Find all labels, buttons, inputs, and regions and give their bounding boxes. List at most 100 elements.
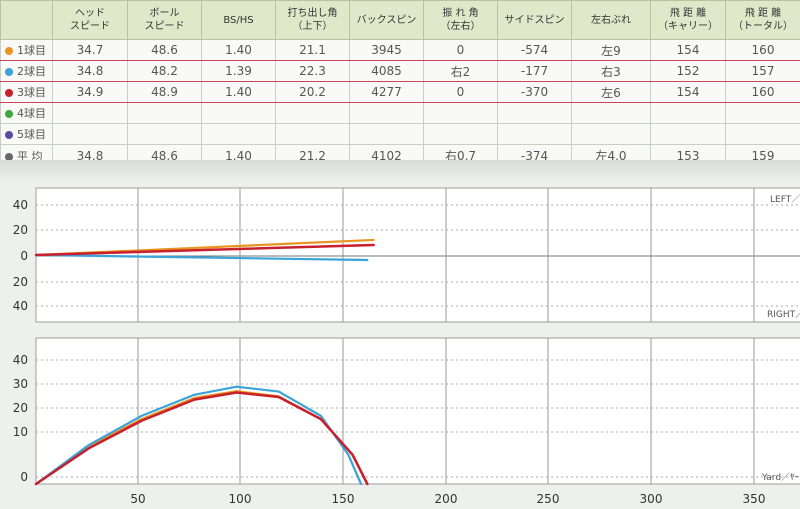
cell-ball-speed [127,102,202,124]
row-label-text: 2球目 [17,65,46,78]
column-header-side-deviation: 左右ぶれ [571,0,651,40]
lateral-deviation-chart: 40 20 0 20 40 LEFT／ RIGHT／ [13,187,800,323]
series-dot-icon [5,68,13,76]
series-line [34,385,363,486]
cell-back-spin [349,102,424,124]
series-line [34,391,369,486]
cell-back-spin: 4277 [349,81,424,103]
cell-side-deviation: 右3 [571,60,651,82]
cell-head-speed [52,123,128,145]
y-tick-label: 40 [13,353,28,367]
x-tick-label: 300 [640,492,663,506]
y-tick-label: 0 [20,249,28,263]
series-dot-icon [5,47,13,55]
row-label: 3球目 [0,81,53,103]
cell-side-spin: -177 [497,60,572,82]
x-tick-label: 250 [537,492,560,506]
cell-head-speed: 34.9 [52,81,128,103]
shot-row: 1球目 34.7 48.6 1.40 21.1 3945 0 -574 左9 154 160 [0,39,800,61]
row-label: 1球目 [0,39,53,61]
cell-side-angle [423,102,498,124]
row-label-text: 1球目 [17,44,46,57]
x-tick-label: 50 [130,492,145,506]
row-label: 5球目 [0,123,53,145]
shot-row: 2球目 34.8 48.2 1.39 22.3 4085 右2 -177 右3 152 157 [0,60,800,82]
x-tick-label: 350 [743,492,766,506]
column-header-carry-distance: 飛 距 離 （キャリー） [650,0,726,40]
cell-side-deviation: 左6 [571,81,651,103]
yard-corner-label: Yard／ﾔｰ [761,472,800,483]
cell-carry-distance: 154 [650,39,726,61]
cell-side-deviation [571,102,651,124]
cell-side-deviation [571,123,651,145]
y-tick-label: 20 [13,223,28,237]
shot-data-table: ヘッド スピード ボール スピード BS/HS 打ち出し角 （上下） バックスピン振 れ… [0,0,800,167]
cell-ball-speed: 48.2 [127,60,202,82]
cell-back-spin: 3945 [349,39,424,61]
cell-smash-factor: 1.39 [201,60,276,82]
cell-side-angle: 右2 [423,60,498,82]
cell-launch-angle: 20.2 [275,81,350,103]
series-dot-icon [5,89,13,97]
column-header-side-spin: サイドスピン [497,0,572,40]
x-tick-label: 150 [332,492,355,506]
cell-smash-factor: 1.40 [201,39,276,61]
x-tick-label: 200 [435,492,458,506]
cell-launch-angle: 22.3 [275,60,350,82]
shot-row: 3球目 34.9 48.9 1.40 20.2 4277 0 -370 左6 154 160 [0,81,800,103]
cell-carry-distance: 154 [650,81,726,103]
column-header-side-angle: 振 れ 角 （左右） [423,0,498,40]
column-header-total-distance: 飛 距 離 （トータル） [725,0,800,40]
y-tick-label: 20 [13,401,28,415]
cell-total-distance: 157 [725,60,800,82]
column-header-head-speed: ヘッド スピード [52,0,128,40]
cell-carry-distance [650,102,726,124]
y-tick-label: 10 [13,425,28,439]
table-header-row: ヘッド スピード ボール スピード BS/HS 打ち出し角 （上下） バックスピン振 れ… [0,0,800,40]
column-header-back-spin: バックスピン [349,0,424,40]
row-label: 2球目 [0,60,53,82]
cell-launch-angle [275,123,350,145]
column-header-launch-angle: 打ち出し角 （上下） [275,0,350,40]
cell-carry-distance: 152 [650,60,726,82]
cell-ball-speed: 48.9 [127,81,202,103]
cell-back-spin [349,123,424,145]
cell-total-distance [725,102,800,124]
cell-smash-factor [201,123,276,145]
cell-launch-angle: 21.1 [275,39,350,61]
y-tick-label: 40 [13,299,28,313]
series-line [34,253,369,262]
cell-side-spin [497,102,572,124]
cell-head-speed: 34.7 [52,39,128,61]
right-corner-label: RIGHT／ [767,309,800,320]
cell-head-speed [52,102,128,124]
series-line [34,243,375,257]
column-header-smash-factor: BS/HS [201,0,276,40]
cell-side-spin: -370 [497,81,572,103]
series-dot-icon [5,110,13,118]
cell-smash-factor: 1.40 [201,81,276,103]
cell-side-deviation: 左9 [571,39,651,61]
x-tick-label: 100 [229,492,252,506]
cell-side-angle: 0 [423,39,498,61]
cell-launch-angle [275,102,350,124]
cell-total-distance: 160 [725,39,800,61]
cell-total-distance [725,123,800,145]
series-dot-icon [5,131,13,139]
cell-side-angle: 0 [423,81,498,103]
cell-side-spin: -574 [497,39,572,61]
series-dot-icon [5,152,13,161]
shot-row: 4球目 [0,102,800,124]
cell-back-spin: 4085 [349,60,424,82]
column-header-row-label [0,0,53,40]
cell-side-spin [497,123,572,145]
cell-carry-distance [650,123,726,145]
cell-smash-factor [201,102,276,124]
section-divider [0,160,800,180]
cell-head-speed: 34.8 [52,60,128,82]
cell-ball-speed: 48.6 [127,39,202,61]
plot-area [35,187,800,323]
y-tick-label: 30 [13,377,28,391]
y-tick-label: 0 [20,470,28,484]
